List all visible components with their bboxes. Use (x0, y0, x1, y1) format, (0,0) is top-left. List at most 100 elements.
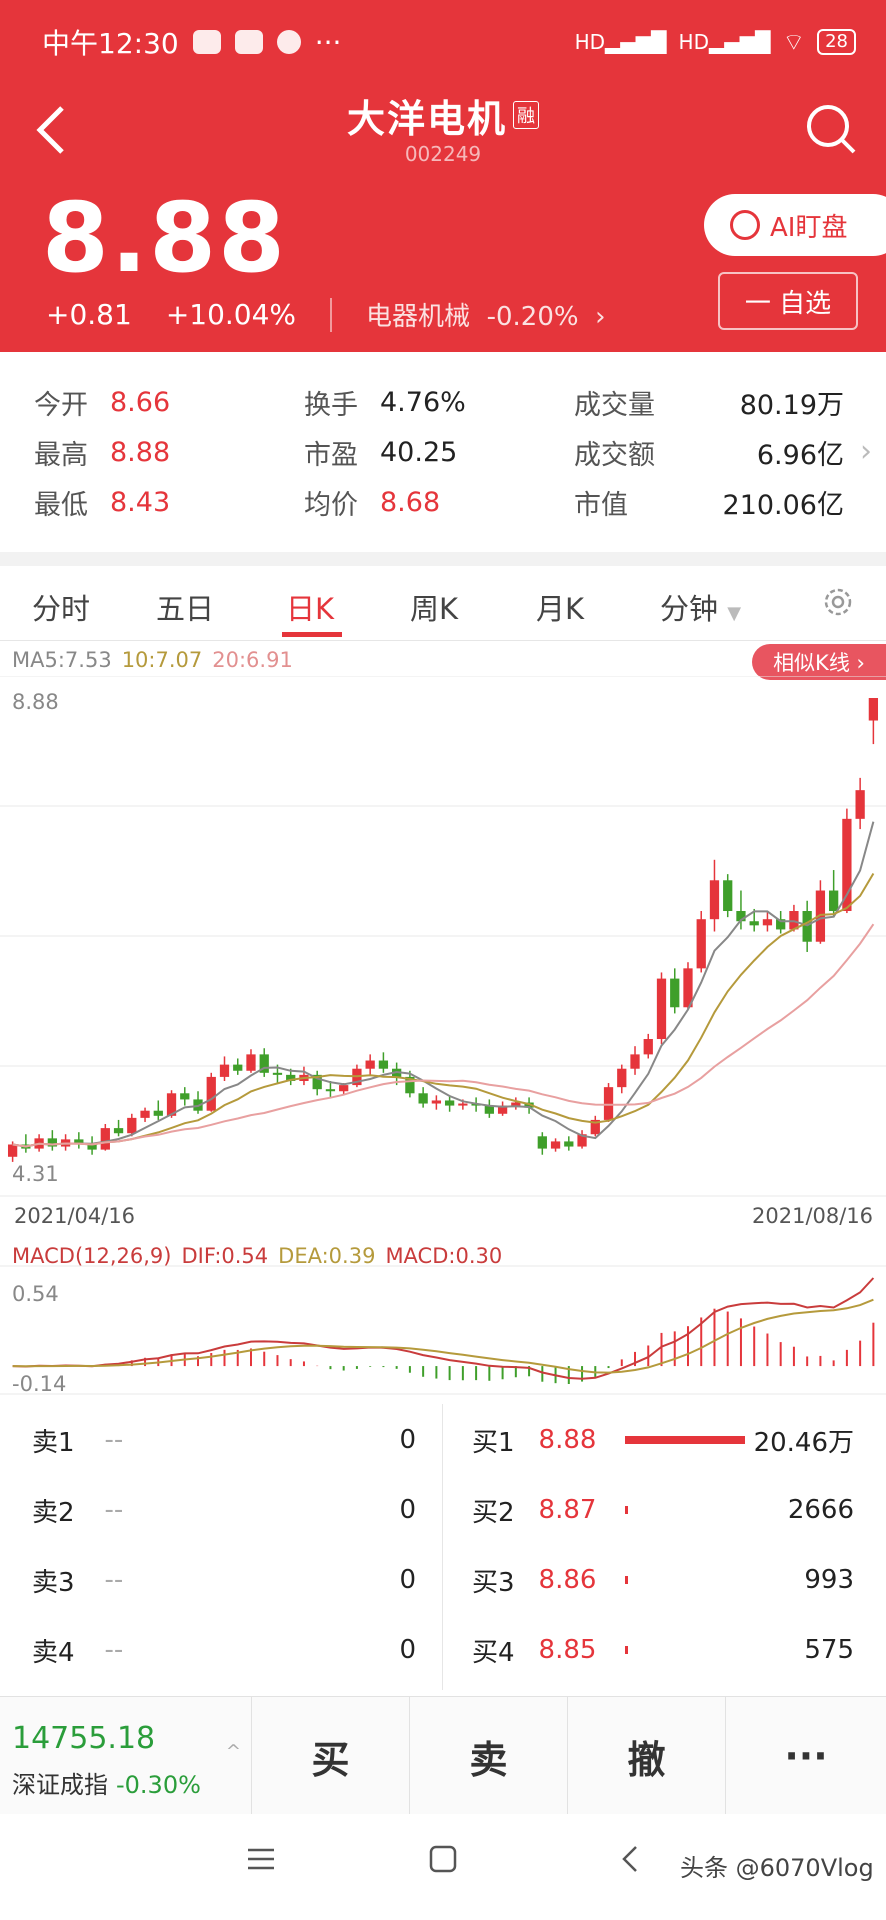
candle-body (47, 1138, 57, 1147)
menu-icon[interactable] (246, 1844, 276, 1874)
stock-header: 中午12:30 ··· HD▂▄▆█ HD▂▄▆█ ⌔ 28 大洋电机融 002… (0, 0, 886, 352)
tab-minute[interactable]: 分钟 ▼ (660, 586, 741, 628)
sell-button[interactable]: 卖 (410, 1697, 568, 1815)
candle-body (484, 1105, 494, 1114)
more-button[interactable]: ··· (784, 1734, 828, 1778)
candle-body (736, 911, 746, 922)
ma20-line (12, 923, 875, 1148)
volume-label: 成交量 (574, 389, 655, 421)
candle-body (497, 1105, 508, 1114)
candle-body (312, 1074, 322, 1090)
dea-line (12, 1298, 874, 1374)
open-row: 今开 8.66 (34, 382, 170, 422)
macd-min-label: -0.14 (12, 1372, 67, 1396)
app-icon (276, 30, 301, 54)
sell-volume: 0 (399, 1495, 416, 1525)
buy-label: 买2 (472, 1497, 515, 1528)
margin-badge: 融 (513, 101, 539, 129)
index-ticker[interactable]: 14755.18 深证成指 -0.30% ^ (0, 1697, 252, 1815)
candle-body (802, 911, 812, 942)
ai-watch-button[interactable]: AI盯盘 (704, 194, 886, 256)
avg-row: 均价 8.68 (304, 482, 440, 522)
stock-code: 002249 (404, 142, 482, 166)
candle-body (87, 1144, 97, 1150)
sector-link[interactable]: 电器机械 -0.20% › (366, 296, 605, 333)
candle-body (325, 1089, 336, 1092)
candle-body (842, 818, 852, 912)
candle-body (339, 1085, 349, 1092)
candle-body (656, 978, 667, 1040)
buy-price: 8.85 (538, 1635, 597, 1665)
orderbook-divider (442, 1404, 443, 1690)
dif-line (12, 1277, 875, 1380)
buy-row-1: 买1 8.88 20.46万 (472, 1420, 854, 1460)
tab-5day[interactable]: 五日 (156, 592, 215, 626)
candle-body (537, 1136, 547, 1149)
candle-body (378, 1060, 389, 1069)
signal-1-icon: HD▂▄▆█ (574, 30, 667, 54)
avg-value: 8.68 (380, 486, 441, 518)
tab-minute-label: 分钟 (660, 592, 719, 626)
buy-row-3: 买3 8.86 993 (472, 1560, 854, 1600)
date-end-label: 2021/08/16 (752, 1204, 874, 1228)
mktcap-label: 市值 (574, 489, 628, 521)
candle-body (286, 1074, 296, 1082)
buy-label: 买4 (472, 1637, 515, 1668)
turnover-label: 换手 (304, 389, 358, 421)
pe-row: 市盈 40.25 (304, 432, 457, 472)
quote-more-icon[interactable]: › (860, 434, 872, 469)
buy-button[interactable]: 买 (252, 1697, 410, 1815)
chevron-up-icon: ^ (225, 1741, 241, 1762)
candle-body (709, 880, 720, 920)
candle-body (127, 1117, 137, 1134)
sell-label: 卖2 (32, 1497, 75, 1528)
tab-monthly-k[interactable]: 月K (536, 592, 585, 626)
ma5-label: MA5:7.53 (12, 648, 112, 672)
high-label: 最高 (34, 439, 88, 471)
trend-icon (730, 210, 760, 240)
cancel-order-button[interactable]: 撤 (568, 1697, 726, 1815)
buy-label: 买1 (472, 1427, 515, 1458)
back-arrow-icon[interactable] (28, 98, 76, 162)
candle-body (643, 1039, 653, 1055)
sell-volume: 0 (399, 1635, 416, 1665)
sell-price: -- (104, 1565, 124, 1595)
kline-chart[interactable] (0, 676, 886, 1396)
candle-body (683, 968, 693, 1008)
tab-daily-k[interactable]: 日K (286, 592, 335, 626)
candle-body (233, 1064, 243, 1071)
buy-price: 8.86 (538, 1565, 597, 1595)
low-value: 8.43 (110, 486, 171, 518)
buy-volume: 20.46万 (753, 1427, 854, 1458)
similar-kline-button[interactable]: 相似K线 › (752, 644, 886, 680)
message-icon (234, 30, 263, 54)
high-value: 8.88 (110, 436, 171, 468)
sell-row-1: 卖1 -- 0 (32, 1420, 416, 1460)
nav-back-icon[interactable] (616, 1844, 646, 1874)
index-name: 深证成指 (12, 1771, 108, 1799)
pe-value: 40.25 (380, 436, 458, 468)
candle-body (100, 1128, 110, 1150)
buy-depth-bar (624, 1576, 628, 1584)
candle-body (815, 890, 826, 942)
add-watchlist-button[interactable]: 一 自选 (718, 272, 858, 330)
home-icon[interactable] (428, 1844, 458, 1874)
search-icon[interactable] (800, 98, 860, 158)
tab-intraday[interactable]: 分时 (32, 592, 91, 626)
wechat-icon (192, 30, 221, 54)
volume-value: 80.19万 (739, 389, 844, 421)
buy-label: 买3 (472, 1567, 515, 1598)
candle-body (113, 1128, 124, 1134)
hd2-label: HD (678, 30, 709, 54)
sell-label: 卖3 (32, 1567, 75, 1598)
candle-body (272, 1072, 283, 1075)
gear-icon[interactable] (820, 584, 856, 620)
candle-body (749, 921, 759, 926)
index-value: 14755.18 (12, 1721, 156, 1756)
sell-label: 卖4 (32, 1637, 75, 1668)
pe-label: 市盈 (304, 439, 358, 471)
buy-row-2: 买2 8.87 2666 (472, 1490, 854, 1530)
active-tab-indicator (282, 632, 342, 637)
sell-label: 卖1 (32, 1427, 75, 1458)
tab-weekly-k[interactable]: 周K (410, 592, 459, 626)
